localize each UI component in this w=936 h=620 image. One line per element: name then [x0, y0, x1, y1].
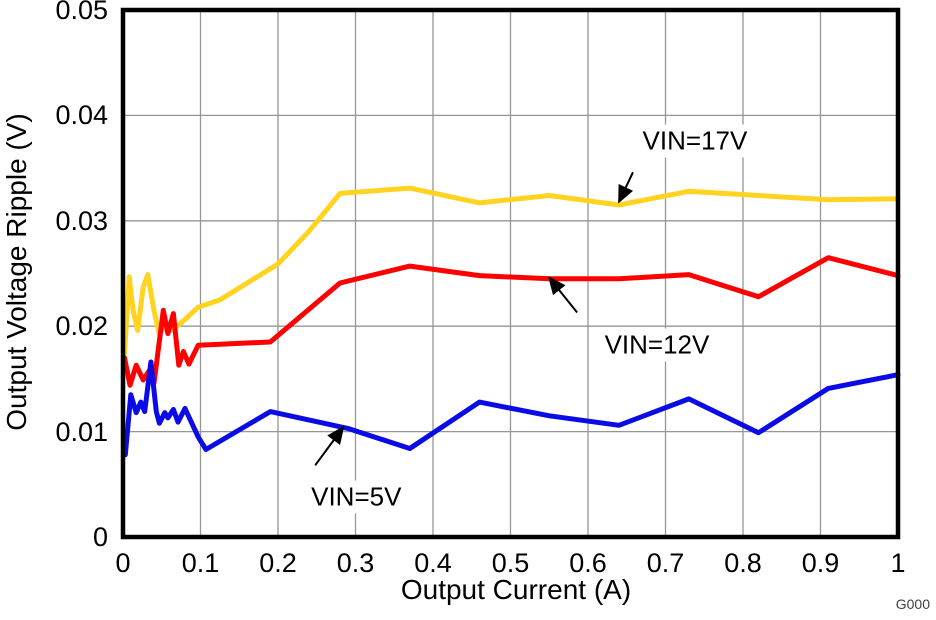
x-tick-label: 0: [115, 548, 131, 578]
series-line-vin-17v: [122, 185, 901, 357]
plot-border: [120, 7, 901, 540]
annotation-vin-12v: VIN=12V: [596, 328, 718, 362]
x-tick-label: 0.4: [414, 548, 452, 578]
annotation-vin-5v: VIN=5V: [303, 480, 410, 514]
x-tick-label: 0.3: [336, 548, 375, 578]
annotation-arrow-2: [314, 425, 345, 466]
x-tick-label: 0.1: [181, 548, 220, 578]
x-tick-label: 1: [890, 548, 906, 578]
x-tick-label: 0.7: [646, 548, 685, 578]
y-tick-label: 0.01: [55, 416, 108, 447]
series-line-vin-5v: [122, 359, 901, 458]
x-axis-title: Output Current (A): [400, 574, 632, 605]
annotation-arrow-1: [547, 276, 578, 314]
x-tick-label: 0.6: [569, 548, 607, 578]
x-tick-label: 0.9: [801, 548, 840, 578]
y-tick-label: 0: [92, 522, 108, 552]
figure-code-label: G000: [895, 596, 930, 612]
series-line-vin-12v: [122, 255, 901, 388]
y-tick-label: 0.03: [55, 205, 108, 236]
x-tick-label: 0.5: [491, 548, 530, 578]
y-tick-label: 0.02: [55, 311, 108, 342]
y-tick-label: 0.04: [55, 100, 108, 131]
x-tick-label: 0.8: [724, 548, 762, 578]
y-tick-label: 0.05: [55, 0, 108, 25]
annotation-vin-17v: VIN=17V: [634, 124, 756, 158]
annotation-arrow-0: [618, 171, 634, 204]
y-axis-title: Output Voltage Ripple (V): [1, 113, 32, 431]
x-tick-label: 0.2: [259, 548, 297, 578]
